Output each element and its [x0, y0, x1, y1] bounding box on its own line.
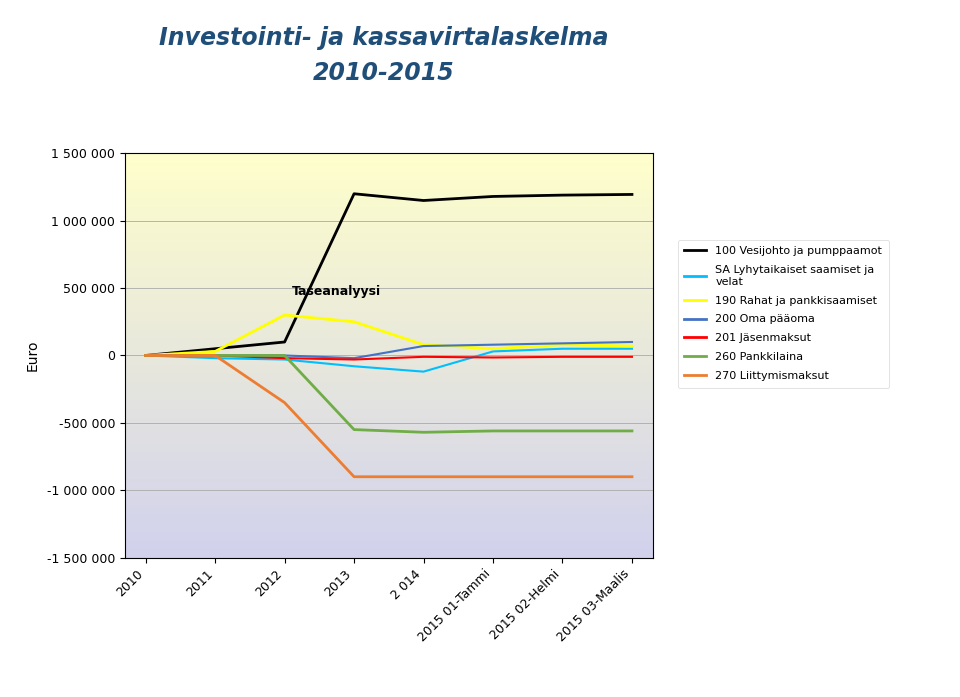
Text: Lapinkylän vesiosuuskunta vuosikokous: Lapinkylän vesiosuuskunta vuosikokous [356, 668, 604, 681]
Text: Taseanalyysi: Taseanalyysi [292, 285, 381, 298]
Text: Investointi- ja kassavirtalaskelma: Investointi- ja kassavirtalaskelma [159, 26, 609, 50]
Text: 8: 8 [924, 668, 931, 681]
Text: 12.5.2015: 12.5.2015 [19, 668, 83, 681]
Legend: 100 Vesijohto ja pumppaamot, SA Lyhytaikaiset saamiset ja
velat, 190 Rahat ja pa: 100 Vesijohto ja pumppaamot, SA Lyhytaik… [678, 240, 889, 388]
Text: 2010-2015: 2010-2015 [313, 61, 455, 85]
Y-axis label: Euro: Euro [26, 339, 39, 372]
